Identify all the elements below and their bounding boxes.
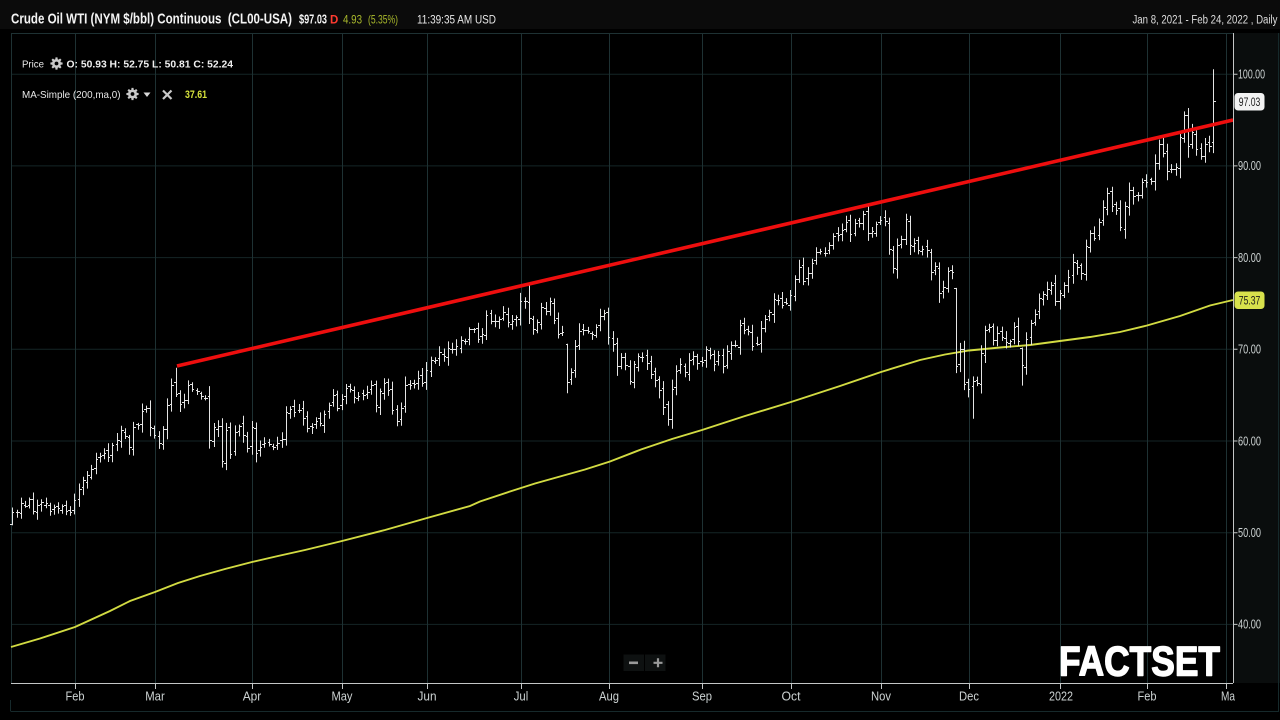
svg-text:May: May: [332, 690, 354, 704]
svg-text:O: 50.93 H: 52.75 L: 50.81 C:: O: 50.93 H: 52.75 L: 50.81 C: 52.24: [67, 59, 234, 71]
svg-text:70.00: 70.00: [1238, 343, 1261, 357]
svg-text:MA-Simple (200,ma,0): MA-Simple (200,ma,0): [22, 89, 121, 101]
svg-text:FACTSET: FACTSET: [1059, 638, 1220, 685]
svg-text:Apr: Apr: [243, 690, 262, 704]
svg-text:(5.35%): (5.35%): [368, 13, 398, 27]
svg-text:37.61: 37.61: [185, 89, 207, 101]
svg-text:Mar: Mar: [145, 690, 165, 704]
svg-text:Dec: Dec: [959, 690, 979, 704]
svg-text:Jan 8, 2021 - Feb 24, 2022 , D: Jan 8, 2021 - Feb 24, 2022 , Daily: [1133, 15, 1278, 27]
svg-text:97.03: 97.03: [1239, 97, 1261, 109]
svg-text:40.00: 40.00: [1238, 618, 1261, 632]
svg-text:4.93: 4.93: [343, 13, 362, 27]
svg-text:D: D: [330, 15, 338, 27]
svg-text:Crude Oil WTI (NYM $/bbl) Cont: Crude Oil WTI (NYM $/bbl) Continuous (CL…: [11, 11, 292, 28]
svg-text:Feb: Feb: [66, 690, 85, 704]
svg-text:Feb: Feb: [1138, 690, 1157, 704]
svg-text:Sep: Sep: [692, 690, 712, 704]
svg-text:2022: 2022: [1049, 690, 1073, 704]
svg-text:60.00: 60.00: [1238, 434, 1261, 448]
svg-text:Jun: Jun: [418, 690, 437, 704]
svg-text:100.00: 100.00: [1238, 68, 1265, 82]
svg-text:Jul: Jul: [514, 690, 529, 704]
svg-text:Oct: Oct: [782, 690, 802, 704]
svg-text:80.00: 80.00: [1238, 251, 1261, 265]
svg-text:Nov: Nov: [871, 690, 892, 704]
svg-text:$97.03: $97.03: [299, 13, 327, 27]
svg-text:75.37: 75.37: [1239, 295, 1261, 307]
svg-text:Ma: Ma: [1221, 690, 1235, 704]
svg-text:11:39:35 AM USD: 11:39:35 AM USD: [417, 13, 496, 27]
svg-text:Aug: Aug: [599, 690, 619, 704]
svg-text:50.00: 50.00: [1238, 526, 1261, 540]
svg-text:Price: Price: [22, 59, 44, 71]
svg-text:90.00: 90.00: [1238, 159, 1261, 173]
